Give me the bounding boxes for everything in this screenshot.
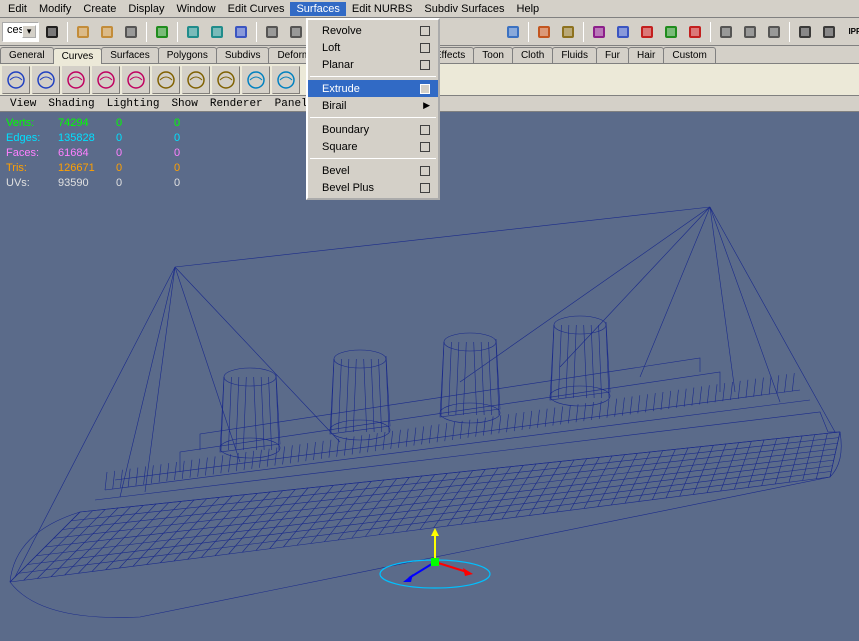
box3-button[interactable] <box>763 21 785 43</box>
undo-button[interactable] <box>41 21 63 43</box>
option-box-icon[interactable] <box>420 166 430 176</box>
snap1-button[interactable] <box>261 21 283 43</box>
shelf-tool1-button[interactable] <box>152 66 180 94</box>
layer2-button[interactable] <box>612 21 634 43</box>
render1-button[interactable] <box>533 21 555 43</box>
menu-item-planar[interactable]: Planar <box>308 56 438 73</box>
shelf-tab-fur[interactable]: Fur <box>596 47 629 63</box>
option-box-icon[interactable] <box>420 142 430 152</box>
menu-window[interactable]: Window <box>170 2 221 16</box>
menu-item-revolve[interactable]: Revolve <box>308 22 438 39</box>
menu-item-label: Loft <box>322 42 340 54</box>
shelf-tab-fluids[interactable]: Fluids <box>552 47 597 63</box>
menu-item-loft[interactable]: Loft <box>308 39 438 56</box>
menu-item-label: Revolve <box>322 25 362 37</box>
select-button[interactable] <box>151 21 173 43</box>
shelf-tab-cloth[interactable]: Cloth <box>512 47 553 63</box>
shelf-tool2-button[interactable] <box>182 66 210 94</box>
submenu-arrow-icon: ▶ <box>423 100 430 111</box>
shelf-square-button[interactable] <box>32 66 60 94</box>
shelf-curve1-button[interactable] <box>62 66 90 94</box>
menu-item-label: Birail <box>322 100 346 112</box>
menu-item-square[interactable]: Square <box>308 138 438 155</box>
panel-menu-renderer[interactable]: Renderer <box>204 98 269 110</box>
save-button[interactable] <box>120 21 142 43</box>
menu-item-birail[interactable]: Birail ▶ <box>308 97 438 114</box>
option-box-icon[interactable] <box>420 183 430 193</box>
shelf-tool3-button[interactable] <box>212 66 240 94</box>
layer3-button[interactable] <box>636 21 658 43</box>
surfaces-menu: Revolve Loft Planar Extrude Birail ▶ Boundary S… <box>306 18 440 200</box>
main-menubar: EditModifyCreateDisplayWindowEdit Curves… <box>0 0 859 18</box>
help-button[interactable] <box>502 21 524 43</box>
ipr-button[interactable]: IPR <box>842 21 859 43</box>
box1-button[interactable] <box>715 21 737 43</box>
shelf-tab-surfaces[interactable]: Surfaces <box>101 47 158 63</box>
menu-item-extrude[interactable]: Extrude <box>308 80 438 97</box>
snap2-button[interactable] <box>285 21 307 43</box>
panel-menu-show[interactable]: Show <box>165 98 203 110</box>
menu-item-bevel[interactable]: Bevel <box>308 162 438 179</box>
menu-item-label: Bevel Plus <box>322 182 374 194</box>
panel-menu-lighting[interactable]: Lighting <box>101 98 166 110</box>
shelf-cv2-button[interactable] <box>272 66 300 94</box>
option-box-icon[interactable] <box>420 125 430 135</box>
layer1-button[interactable] <box>588 21 610 43</box>
mode-combo[interactable]: ces <box>2 22 39 42</box>
shelf-tab-curves[interactable]: Curves <box>53 48 103 64</box>
shelf-curve3-button[interactable] <box>122 66 150 94</box>
group2-button[interactable] <box>206 21 228 43</box>
open-button[interactable] <box>96 21 118 43</box>
option-box-icon[interactable] <box>420 43 430 53</box>
shelf-cv1-button[interactable] <box>242 66 270 94</box>
option-box-icon[interactable] <box>420 26 430 36</box>
menu-edit-curves[interactable]: Edit Curves <box>222 2 291 16</box>
box2-button[interactable] <box>739 21 761 43</box>
group3-button[interactable] <box>230 21 252 43</box>
menu-item-label: Square <box>322 141 357 153</box>
panel-menu-view[interactable]: View <box>4 98 42 110</box>
option-box-icon[interactable] <box>420 84 430 94</box>
shelf-tab-toon[interactable]: Toon <box>473 47 513 63</box>
menu-modify[interactable]: Modify <box>33 2 77 16</box>
menu-item-label: Boundary <box>322 124 369 136</box>
menu-item-bevel-plus[interactable]: Bevel Plus <box>308 179 438 196</box>
menu-item-label: Planar <box>322 59 354 71</box>
menu-item-label: Bevel <box>322 165 350 177</box>
film2-button[interactable] <box>818 21 840 43</box>
shelf-tab-general[interactable]: General <box>0 47 54 63</box>
panel-menu-shading[interactable]: Shading <box>42 98 100 110</box>
shelf-circle-button[interactable] <box>2 66 30 94</box>
render2-button[interactable] <box>557 21 579 43</box>
menu-create[interactable]: Create <box>77 2 122 16</box>
menu-item-label: Extrude <box>322 83 360 95</box>
shelf-curve2-button[interactable] <box>92 66 120 94</box>
menu-display[interactable]: Display <box>122 2 170 16</box>
menu-surfaces[interactable]: Surfaces <box>290 2 345 16</box>
menu-edit[interactable]: Edit <box>2 2 33 16</box>
menu-item-boundary[interactable]: Boundary <box>308 121 438 138</box>
menu-subdiv-surfaces[interactable]: Subdiv Surfaces <box>418 2 510 16</box>
film1-button[interactable] <box>794 21 816 43</box>
new-button[interactable] <box>72 21 94 43</box>
group1-button[interactable] <box>182 21 204 43</box>
shelf-tab-hair[interactable]: Hair <box>628 47 664 63</box>
menu-edit-nurbs[interactable]: Edit NURBS <box>346 2 419 16</box>
shelf-tab-subdivs[interactable]: Subdivs <box>216 47 270 63</box>
menu-help[interactable]: Help <box>511 2 546 16</box>
shelf-tab-custom[interactable]: Custom <box>663 47 715 63</box>
option-box-icon[interactable] <box>420 60 430 70</box>
layer4-button[interactable] <box>660 21 682 43</box>
shelf-tab-polygons[interactable]: Polygons <box>158 47 217 63</box>
magnet-button[interactable] <box>684 21 706 43</box>
